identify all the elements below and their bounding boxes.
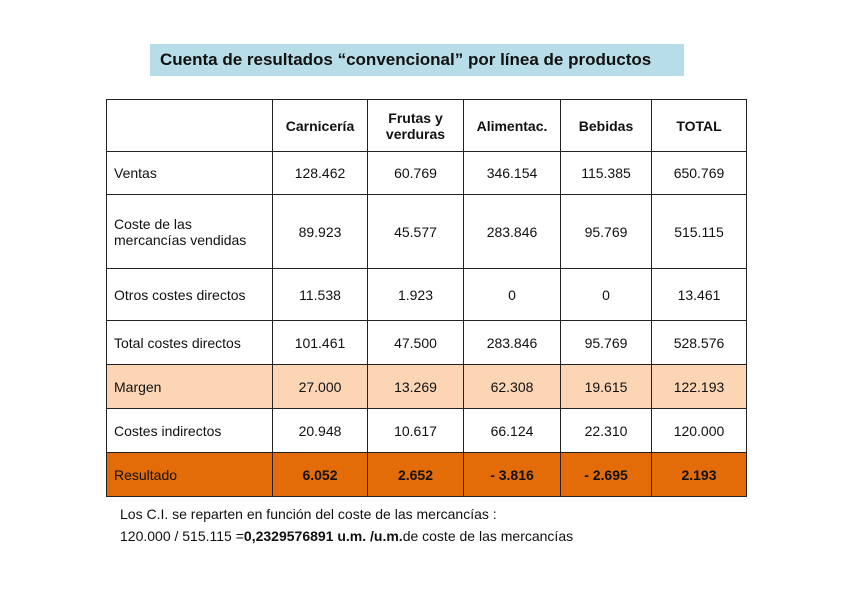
cell: - 2.695	[560, 452, 652, 497]
cell: 128.462	[272, 151, 368, 195]
header-cell: TOTAL	[651, 99, 747, 152]
cell: 47.500	[367, 320, 464, 365]
table: Carnicería Frutas y verduras Alimentac. Beb…	[106, 99, 747, 497]
cell: 120.000	[651, 408, 747, 453]
cell: 11.538	[272, 268, 368, 321]
row-label: Costes indirectos	[106, 408, 273, 453]
cell: 515.115	[651, 194, 747, 269]
row: Otros costes directos 11.538 1.923 0 0 13.461	[106, 268, 747, 321]
cell: 0	[560, 268, 652, 321]
row: Resultado 6.052 2.652- 3.816- 2.695 2.193	[106, 452, 747, 497]
note-bold: 0,2329576891 u.m. /u.m.	[243, 528, 403, 544]
cell: 2.652	[367, 452, 464, 497]
cell: 122.193	[651, 364, 747, 409]
row: Coste de las mercancías vendidas 89.923 45…	[106, 194, 747, 269]
cell: 10.617	[367, 408, 464, 453]
row-label: Total costes directos	[106, 320, 273, 365]
cell: 0	[463, 268, 561, 321]
cell: 95.769	[560, 194, 652, 269]
cell: 45.577	[367, 194, 464, 269]
cell: 62.308	[463, 364, 561, 409]
row: Total costes directos 101.461 47.500 283.84…	[106, 320, 747, 365]
row: Costes indirectos 20.948 10.617 66.124 22.31…	[106, 408, 747, 453]
cell: 115.385	[560, 151, 652, 195]
cell: 528.576	[651, 320, 747, 365]
header-cell: Frutas y verduras	[367, 99, 464, 152]
cell: 283.846	[463, 194, 561, 269]
row-label: Otros costes directos	[106, 268, 273, 321]
row-label: Resultado	[106, 452, 273, 497]
cell: 346.154	[463, 151, 561, 195]
note-line: Los C.I. se reparten en función del cost…	[120, 506, 497, 522]
cell: 27.000	[272, 364, 368, 409]
cell: 13.461	[651, 268, 747, 321]
header-cell: Carnicería	[272, 99, 368, 152]
row-label: Ventas	[106, 151, 273, 195]
cell: 283.846	[463, 320, 561, 365]
corner-cell	[106, 99, 273, 152]
cell: 22.310	[560, 408, 652, 453]
header-cell: Bebidas	[560, 99, 652, 152]
cell: 13.269	[367, 364, 464, 409]
cell: 1.923	[367, 268, 464, 321]
cell: 19.615	[560, 364, 652, 409]
cell: 89.923	[272, 194, 368, 269]
cell: 60.769	[367, 151, 464, 195]
cell: 20.948	[272, 408, 368, 453]
note-text: de coste de las mercancías	[402, 528, 574, 544]
cell: 101.461	[272, 320, 368, 365]
title: Cuenta de resultados “convencional” por …	[150, 44, 684, 76]
row: Margen 27.000 13.269 62.308 19.615 122.193	[106, 364, 747, 409]
row: Ventas 128.462 60.769 346.154 115.385 650.769	[106, 151, 747, 195]
note-line: 120.000 / 515.115 =0,2329576891 u.m. /u.…	[120, 525, 573, 547]
header-row: Carnicería Frutas y verduras Alimentac. Beb…	[106, 99, 747, 152]
header-cell: Alimentac.	[463, 99, 561, 152]
row-label: Coste de las mercancías vendidas	[106, 194, 273, 269]
notes: Los C.I. se reparten en función del cost…	[120, 503, 573, 547]
cell: 2.193	[651, 452, 747, 497]
cell: - 3.816	[463, 452, 561, 497]
cell: 6.052	[272, 452, 368, 497]
row-label: Margen	[106, 364, 273, 409]
cell: 650.769	[651, 151, 747, 195]
note-text: 120.000 / 515.115 =	[120, 528, 244, 544]
cell: 66.124	[463, 408, 561, 453]
cell: 95.769	[560, 320, 652, 365]
